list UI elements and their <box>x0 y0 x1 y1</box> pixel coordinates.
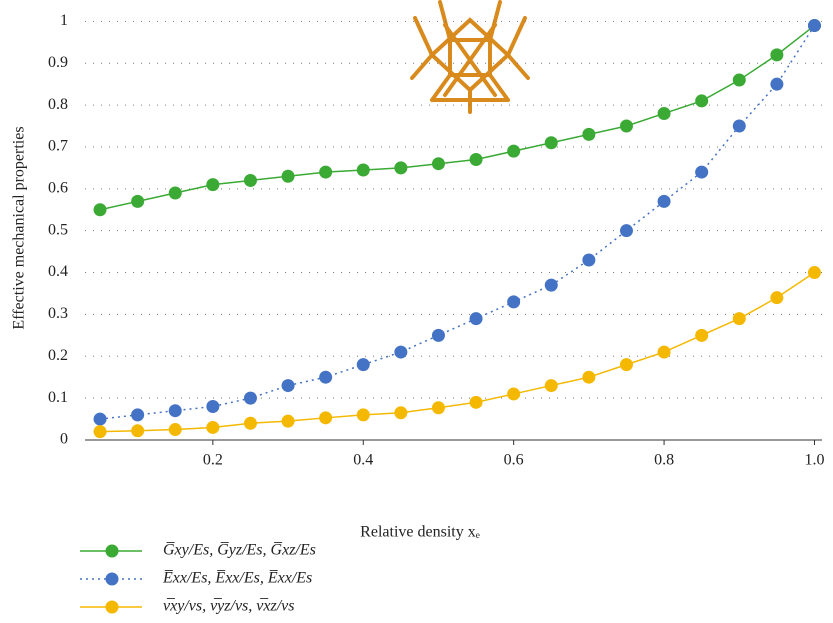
chart: Relative density xₑ Effective mechanical… <box>0 0 833 623</box>
data-point <box>394 406 407 419</box>
data-point <box>432 157 445 170</box>
data-point <box>169 423 182 436</box>
legend-marker <box>106 573 119 586</box>
data-point <box>620 224 633 237</box>
data-point <box>394 346 407 359</box>
data-point <box>206 400 219 413</box>
data-point <box>507 387 520 400</box>
y-tick-label: 0.9 <box>48 54 68 71</box>
data-point <box>94 425 107 438</box>
legend-label: ν̅xy/νs, ν̅yz/νs, ν̅xz/νs <box>163 598 294 615</box>
data-point <box>244 392 257 405</box>
data-point <box>733 73 746 86</box>
y-tick-label: 0.2 <box>48 347 68 364</box>
x-tick-label: 0.6 <box>504 452 524 469</box>
y-tick-label: 0.5 <box>48 221 68 238</box>
data-point <box>658 107 671 120</box>
x-axis-label: Relative density xₑ <box>360 524 480 541</box>
data-point <box>545 379 558 392</box>
data-point <box>244 417 257 430</box>
series-line <box>100 26 814 420</box>
x-tick-label: 0.8 <box>654 452 674 469</box>
data-point <box>770 291 783 304</box>
y-tick-label: 0.4 <box>48 263 68 280</box>
data-point <box>131 424 144 437</box>
data-point <box>394 161 407 174</box>
data-point <box>319 371 332 384</box>
data-point <box>357 358 370 371</box>
y-tick-label: 0.8 <box>48 96 68 113</box>
data-point <box>282 170 295 183</box>
data-point <box>470 312 483 325</box>
y-tick-label: 0.3 <box>48 305 68 322</box>
data-point <box>620 120 633 133</box>
data-point <box>169 404 182 417</box>
data-point <box>507 295 520 308</box>
data-point <box>582 128 595 141</box>
data-point <box>695 329 708 342</box>
data-point <box>733 312 746 325</box>
data-point <box>733 120 746 133</box>
data-point <box>582 253 595 266</box>
data-point <box>808 19 821 32</box>
data-point <box>131 408 144 421</box>
data-point <box>658 195 671 208</box>
legend-marker <box>106 545 119 558</box>
legend-label: G̅xy/Es, G̅yz/Es, G̅xz/Es <box>163 542 316 559</box>
lattice-illustration <box>412 2 528 112</box>
data-point <box>357 408 370 421</box>
data-point <box>695 94 708 107</box>
data-point <box>244 174 257 187</box>
data-point <box>319 411 332 424</box>
y-tick-label: 1 <box>60 12 68 29</box>
x-tick-label: 0.4 <box>353 452 373 469</box>
y-tick-label: 0 <box>60 431 68 448</box>
data-point <box>282 379 295 392</box>
data-point <box>319 166 332 179</box>
data-point <box>507 145 520 158</box>
data-point <box>658 346 671 359</box>
y-tick-label: 0.6 <box>48 179 68 196</box>
data-point <box>695 166 708 179</box>
legend-label: E̅xx/Es, E̅xx/Es, E̅xx/Es <box>162 570 312 587</box>
data-point <box>470 153 483 166</box>
y-tick-label: 0.1 <box>48 389 68 406</box>
y-tick-label: 0.7 <box>48 138 68 155</box>
data-point <box>169 187 182 200</box>
data-point <box>131 195 144 208</box>
data-point <box>770 78 783 91</box>
data-point <box>545 136 558 149</box>
data-point <box>206 178 219 191</box>
data-point <box>582 371 595 384</box>
x-tick-label: 0.2 <box>203 452 223 469</box>
data-point <box>357 163 370 176</box>
data-point <box>94 203 107 216</box>
data-point <box>620 358 633 371</box>
legend-marker <box>106 601 119 614</box>
data-point <box>206 421 219 434</box>
data-point <box>470 396 483 409</box>
data-point <box>432 401 445 414</box>
x-tick-label: 1.0 <box>804 452 824 469</box>
data-point <box>770 48 783 61</box>
data-point <box>545 279 558 292</box>
data-point <box>808 266 821 279</box>
data-point <box>432 329 445 342</box>
data-point <box>94 413 107 426</box>
y-axis-label: Effective mechanical properties <box>11 126 28 329</box>
data-point <box>282 415 295 428</box>
